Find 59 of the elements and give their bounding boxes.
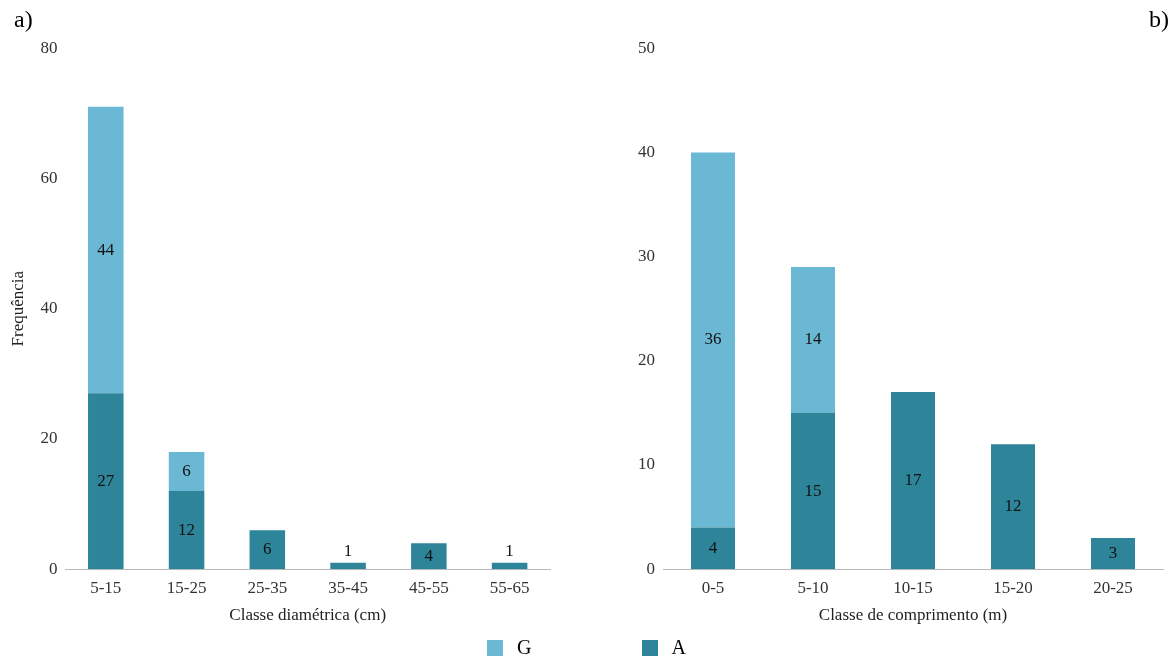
x-tick-label: 15-20 [993, 577, 1033, 597]
bar [1091, 537, 1135, 570]
bar [168, 491, 205, 570]
text: a) [14, 6, 33, 33]
data-label: 1 [505, 541, 514, 561]
x-tick-label: 20-25 [1093, 577, 1133, 597]
x-tick-label: 5-15 [90, 577, 122, 597]
x-axis-title: Classe diamétrica (cm) [229, 605, 387, 625]
y-tick-label: 60 [40, 167, 58, 187]
x-tick-label: 0-5 [701, 577, 725, 597]
bar [791, 267, 835, 413]
x-tick-label: 15-25 [166, 577, 207, 597]
x-tick-label: 25-35 [247, 577, 288, 597]
y-tick-label: 30 [638, 246, 655, 266]
y-tick-label: 0 [48, 558, 58, 578]
bar [330, 562, 366, 570]
data-label: 36 [704, 329, 722, 349]
data-label: 6 [263, 539, 272, 559]
bar [88, 393, 124, 570]
bar [691, 527, 735, 570]
y-tick-label: 40 [638, 141, 655, 161]
y-tick-label: 50 [638, 37, 655, 57]
legend-label: A [671, 636, 686, 659]
data-label: 27 [97, 470, 115, 490]
bar [491, 562, 528, 570]
data-label: 44 [97, 239, 115, 259]
data-label: 15 [804, 480, 822, 500]
y-tick-label: 80 [40, 37, 58, 57]
data-label: 6 [182, 460, 191, 480]
x-tick-label: 35-45 [328, 577, 368, 597]
data-label: 12 [178, 519, 196, 539]
x-tick-label: 55-65 [489, 577, 530, 597]
bar [168, 451, 205, 492]
bar [991, 444, 1035, 570]
y-tick-label: 20 [40, 428, 58, 448]
bar [691, 152, 735, 528]
data-label: 3 [1108, 543, 1118, 563]
y-tick-label: 0 [646, 558, 655, 578]
bar [891, 392, 935, 570]
bar [88, 106, 124, 394]
data-label: 1 [343, 541, 353, 561]
x-tick-label: 10-15 [893, 577, 933, 597]
bar [411, 543, 447, 570]
data-label: 14 [804, 329, 822, 349]
x-tick-label: 5-10 [797, 577, 829, 597]
y-tick-label: 10 [638, 454, 655, 474]
data-label: 4 [424, 545, 434, 565]
x-tick-label: 45-55 [409, 577, 449, 597]
bar [249, 530, 286, 570]
y-tick-label: 40 [40, 298, 58, 318]
text: b) [1149, 6, 1169, 33]
legend-label: G [517, 636, 532, 659]
y-tick-label: 20 [638, 350, 655, 370]
data-label: 12 [1004, 496, 1022, 516]
y-axis-title: Frequência [7, 270, 27, 347]
data-label: 4 [708, 537, 718, 557]
data-label: 17 [904, 470, 922, 490]
x-axis-title: Classe de comprimento (m) [818, 605, 1008, 625]
bar [791, 412, 835, 570]
